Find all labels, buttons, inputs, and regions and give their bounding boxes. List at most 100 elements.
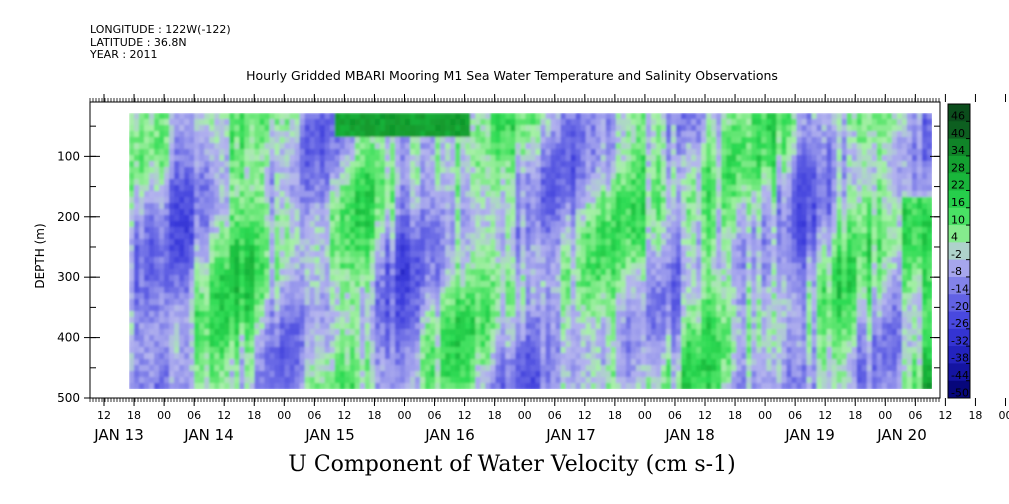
heatmap-cell [174,125,180,132]
heatmap-cell [415,167,421,174]
heatmap-cell [555,269,562,276]
heatmap-cell [445,329,451,336]
heatmap-cell [485,203,491,210]
heatmap-cell [274,191,281,198]
heatmap-cell [550,185,557,192]
heatmap-cell [580,257,587,264]
heatmap-cell [304,275,311,282]
heatmap-cell [354,293,361,300]
heatmap-cell [294,203,301,210]
heatmap-cell [234,365,241,372]
heatmap-cell [229,161,235,168]
heatmap-cell [149,371,155,378]
heatmap-cell [510,137,517,144]
heatmap-cell [369,179,376,186]
heatmap-cell [184,233,190,240]
heatmap-cell [505,119,512,126]
heatmap-cell [465,281,471,288]
heatmap-cell [430,113,436,120]
heatmap-cell [389,347,396,354]
heatmap-cell [460,179,466,186]
heatmap-cell [164,233,170,240]
heatmap-cell [299,263,306,270]
heatmap-cell [314,215,321,222]
heatmap-cell [194,251,200,258]
heatmap-cell [465,305,471,312]
heatmap-cell [289,293,296,300]
heatmap-cell [540,305,547,312]
heatmap-cell [214,227,220,234]
heatmap-cell [650,329,657,336]
heatmap-cell [259,215,266,222]
heatmap-cell [635,371,642,378]
heatmap-cell [319,347,326,354]
heatmap-cell [164,341,170,348]
heatmap-cell [299,245,306,252]
heatmap-cell [645,293,652,300]
heatmap-cell [590,143,597,150]
heatmap-cell [204,185,210,192]
heatmap-cell [415,275,421,282]
heatmap-cell [510,191,517,198]
heatmap-cell [279,245,286,252]
heatmap-cell [525,275,532,282]
heatmap-cell [189,221,195,228]
heatmap-cell [400,215,406,222]
heatmap-cell [139,227,145,234]
heatmap-cell [169,281,175,288]
heatmap-cell [184,173,190,180]
heatmap-cell [159,257,165,264]
heatmap-cell [249,113,256,120]
heatmap-cell [219,311,225,318]
heatmap-cell [269,179,276,186]
heatmap-cell [430,155,436,162]
heatmap-cell [274,173,281,180]
heatmap-cell [645,191,652,198]
heatmap-cell [595,377,602,384]
heatmap-cell [379,143,386,150]
heatmap-cell [560,353,567,360]
heatmap-cell [159,281,165,288]
heatmap-cell [144,281,150,288]
heatmap-cell [364,311,371,318]
heatmap-cell [334,131,341,138]
heatmap-cell [630,203,637,210]
heatmap-cell [435,227,441,234]
heatmap-cell [374,323,381,330]
heatmap-cell [264,233,271,240]
heatmap-cell [289,317,296,324]
heatmap-cell [565,251,572,258]
heatmap-cell [615,113,622,120]
heatmap-cell [389,161,396,168]
heatmap-cell [530,275,537,282]
heatmap-cell [384,233,391,240]
heatmap-cell [244,137,251,144]
heatmap-cell [645,209,652,216]
heatmap-cell [630,257,637,264]
heatmap-cell [309,251,316,258]
heatmap-cell [149,167,155,174]
heatmap-cell [590,281,597,288]
heatmap-cell [174,263,180,270]
heatmap-cell [655,257,662,264]
heatmap-cell [540,239,547,246]
heatmap-cell [154,329,160,336]
heatmap-cell [635,143,642,150]
heatmap-cell [580,323,587,330]
heatmap-cell [249,257,256,264]
heatmap-cell [209,125,215,132]
heatmap-cell [550,329,557,336]
heatmap-cell [420,209,426,216]
heatmap-cell [259,347,266,354]
heatmap-cell [666,215,672,222]
heatmap-cell [209,203,215,210]
heatmap-cell [620,275,627,282]
heatmap-cell [545,125,552,132]
heatmap-cell [129,113,135,120]
heatmap-cell [274,155,281,162]
heatmap-cell [279,275,286,282]
heatmap-cell [374,137,381,144]
heatmap-cell [224,305,230,312]
heatmap-cell [505,329,512,336]
heatmap-cell [394,299,401,306]
